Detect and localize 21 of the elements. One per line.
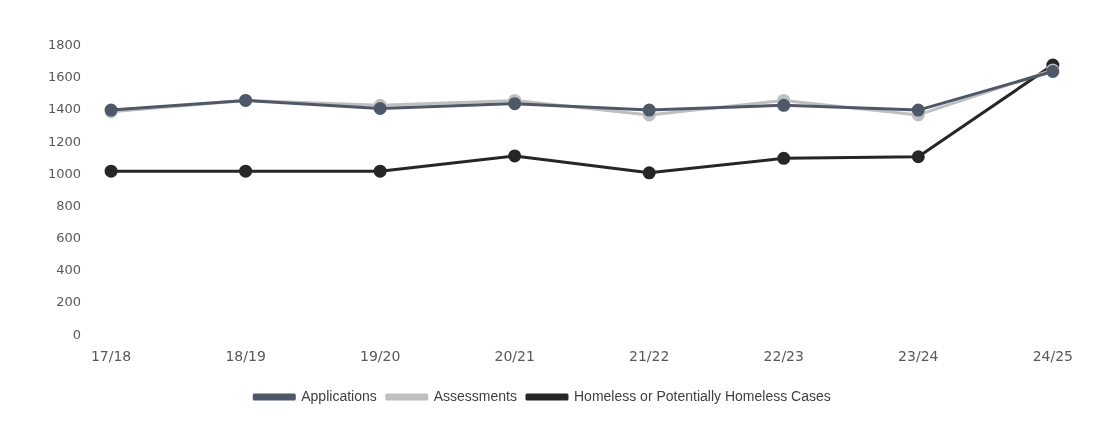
y-tick-label: 1400 — [47, 101, 82, 117]
y-tick-label: 800 — [56, 197, 82, 213]
x-tick-label: 18/19 — [225, 348, 266, 365]
y-tick-label: 1200 — [47, 133, 82, 149]
x-tick-label: 23/24 — [898, 348, 939, 365]
x-tick-label: 24/25 — [1032, 348, 1074, 365]
legend-label: Applications — [301, 387, 377, 404]
y-tick-label: 1800 — [47, 37, 82, 53]
y-tick-label: 600 — [56, 230, 82, 246]
x-tick-label: 20/21 — [494, 348, 535, 365]
y-tick-label: 400 — [56, 262, 82, 278]
y-tick-label: 0 — [72, 326, 82, 342]
x-tick-label: 22/23 — [763, 348, 804, 365]
x-tick-label: 19/20 — [359, 348, 401, 365]
y-tick-label: 1600 — [47, 69, 82, 85]
y-tick-label: 200 — [56, 294, 82, 310]
legend-label: Homeless or Potentially Homeless Cases — [573, 387, 831, 404]
legend-label: Assessments — [433, 387, 517, 404]
x-tick-label: 17/18 — [90, 348, 132, 365]
y-tick-label: 1000 — [47, 165, 82, 181]
x-tick-label: 21/22 — [629, 348, 670, 365]
